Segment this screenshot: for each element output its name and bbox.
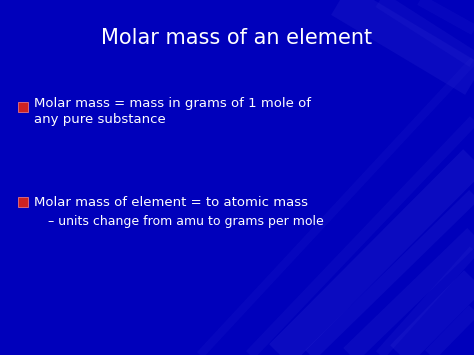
Bar <box>18 102 28 112</box>
Text: – units change from amu to grams per mole: – units change from amu to grams per mol… <box>48 214 324 228</box>
Text: any pure substance: any pure substance <box>34 114 166 126</box>
Bar <box>18 197 28 207</box>
Text: Molar mass of element = to atomic mass: Molar mass of element = to atomic mass <box>34 196 308 208</box>
Text: Molar mass of an element: Molar mass of an element <box>101 28 373 48</box>
Text: Molar mass = mass in grams of 1 mole of: Molar mass = mass in grams of 1 mole of <box>34 97 311 109</box>
